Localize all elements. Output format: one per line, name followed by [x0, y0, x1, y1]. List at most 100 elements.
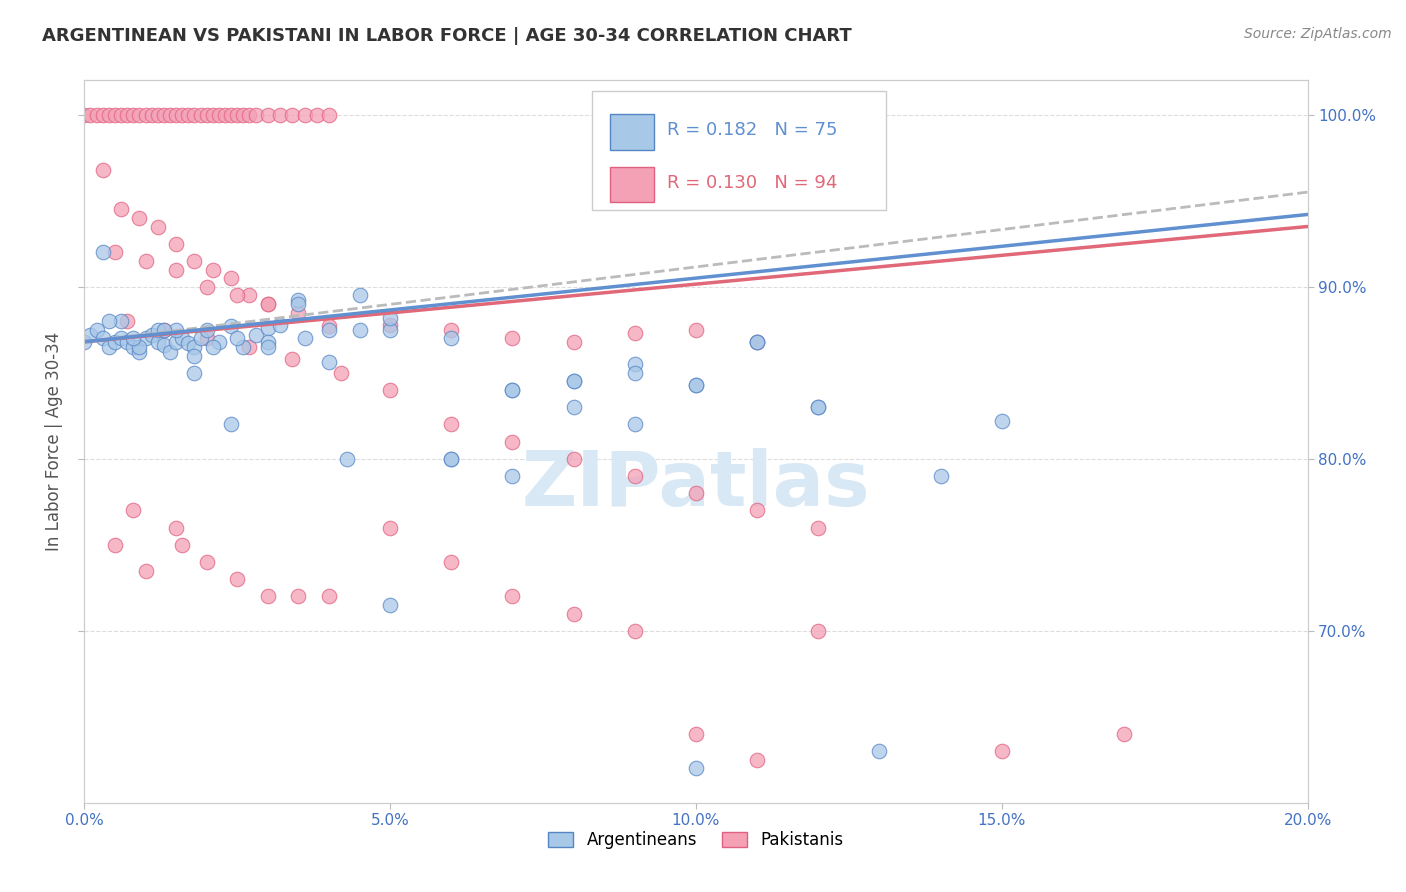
Point [257, 340, 280, 354]
Point [115, 108, 138, 122]
Point [624, 326, 647, 341]
Point [226, 331, 249, 345]
Point [685, 727, 707, 741]
Point [128, 340, 150, 354]
Point [183, 366, 205, 380]
Point [177, 108, 200, 122]
Point [440, 451, 463, 466]
Point [380, 323, 402, 337]
Point [122, 503, 145, 517]
Point [562, 375, 585, 389]
Point [318, 355, 340, 369]
Point [128, 345, 150, 359]
Point [747, 334, 769, 349]
Point [172, 538, 194, 552]
Point [226, 108, 249, 122]
Point [245, 108, 267, 122]
Point [165, 334, 187, 349]
Point [685, 377, 707, 392]
Point [502, 469, 524, 483]
Text: ZIPatlas: ZIPatlas [522, 448, 870, 522]
FancyBboxPatch shape [592, 91, 886, 211]
Point [747, 753, 769, 767]
Point [991, 744, 1014, 758]
Point [172, 331, 194, 345]
Point [91, 162, 114, 177]
Point [110, 108, 132, 122]
Point [747, 503, 769, 517]
Point [330, 366, 353, 380]
Point [104, 245, 127, 260]
Point [232, 340, 254, 354]
Point [349, 323, 371, 337]
Point [440, 331, 463, 345]
Point [807, 400, 830, 414]
Point [153, 323, 176, 337]
Point [153, 323, 176, 337]
Point [104, 108, 127, 122]
Point [502, 331, 524, 345]
Point [135, 331, 157, 345]
Point [219, 417, 242, 432]
Point [624, 357, 647, 371]
Point [110, 331, 132, 345]
Point [159, 345, 181, 359]
Point [440, 417, 463, 432]
Legend: Argentineans, Pakistanis: Argentineans, Pakistanis [541, 824, 851, 856]
Point [183, 254, 205, 268]
Point [318, 323, 340, 337]
Point [104, 538, 127, 552]
Point [238, 340, 260, 354]
Point [562, 451, 585, 466]
Point [165, 520, 187, 534]
Point [79, 108, 101, 122]
Point [287, 293, 309, 308]
Point [219, 271, 242, 285]
Point [110, 202, 132, 217]
Point [281, 351, 304, 366]
Point [991, 414, 1014, 428]
Point [562, 334, 585, 349]
Point [318, 319, 340, 334]
Point [747, 334, 769, 349]
Point [502, 383, 524, 397]
Point [91, 245, 114, 260]
Point [685, 486, 707, 500]
Text: R = 0.130   N = 94: R = 0.130 N = 94 [666, 174, 837, 192]
Text: Source: ZipAtlas.com: Source: ZipAtlas.com [1244, 27, 1392, 41]
Point [807, 400, 830, 414]
Point [380, 598, 402, 612]
Point [257, 334, 280, 349]
Point [165, 236, 187, 251]
Point [685, 323, 707, 337]
Point [305, 108, 328, 122]
Point [287, 297, 309, 311]
Point [318, 108, 340, 122]
Point [226, 288, 249, 302]
Point [146, 334, 169, 349]
Text: R = 0.182   N = 75: R = 0.182 N = 75 [666, 121, 837, 139]
Point [219, 319, 242, 334]
FancyBboxPatch shape [610, 114, 654, 150]
Point [257, 590, 280, 604]
Point [208, 108, 231, 122]
Point [195, 279, 218, 293]
Point [91, 331, 114, 345]
Point [440, 451, 463, 466]
Point [807, 520, 830, 534]
Point [115, 314, 138, 328]
Point [380, 318, 402, 332]
Point [226, 572, 249, 586]
Point [502, 590, 524, 604]
Point [153, 108, 176, 122]
Point [807, 624, 830, 638]
Point [110, 314, 132, 328]
Point [135, 108, 157, 122]
Point [257, 297, 280, 311]
Point [201, 262, 224, 277]
Point [79, 327, 101, 342]
Point [165, 108, 187, 122]
Point [380, 310, 402, 325]
Point [195, 108, 218, 122]
Y-axis label: In Labor Force | Age 30-34: In Labor Force | Age 30-34 [45, 332, 63, 551]
